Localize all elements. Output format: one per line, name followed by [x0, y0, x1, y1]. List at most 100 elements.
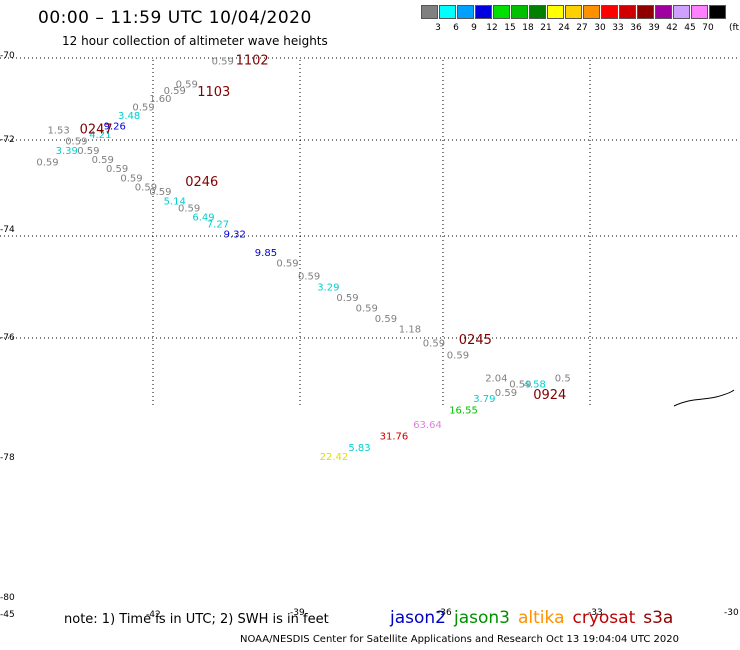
wave-height-point: 3.79 — [473, 394, 495, 405]
wave-height-point: 0.59 — [336, 293, 358, 304]
satellite-s3a: s3a — [643, 608, 674, 628]
scale-swatch — [583, 5, 600, 19]
latitude-label: -72 — [0, 135, 15, 145]
wave-height-point: 0.59 — [176, 80, 198, 91]
data-points: 0.591.533.390.590.594.219.263.480.591.60… — [36, 56, 570, 462]
wave-height-point: 0.59 — [149, 187, 171, 198]
latitude-label: -70 — [0, 51, 15, 61]
scale-swatch — [655, 5, 672, 19]
time-label: 1103 — [197, 85, 230, 100]
wave-height-point: 1.18 — [399, 325, 421, 336]
wave-height-point: 9.26 — [104, 122, 126, 133]
wave-height-point: 5.83 — [348, 443, 370, 454]
scale-label: 36 — [630, 23, 642, 33]
wave-height-point: 5.14 — [164, 196, 186, 207]
scale-swatch — [493, 5, 510, 19]
note-text: note: 1) Time is in UTC; 2) SWH is in fe… — [64, 612, 329, 627]
scale-label: 42 — [666, 23, 678, 33]
satellite-jason2: jason2 — [390, 608, 446, 628]
scale-swatch — [601, 5, 618, 19]
wave-height-point: 6.49 — [192, 213, 214, 224]
wave-height-point: 0.59 — [77, 146, 99, 157]
scale-label: 9 — [471, 23, 477, 33]
wave-height-point: 0.59 — [132, 103, 154, 114]
wave-height-point: 9.32 — [224, 229, 246, 240]
wave-height-point: 0.59 — [92, 155, 114, 166]
scale-label: 27 — [576, 23, 588, 33]
wave-height-point: 0.59 — [509, 379, 531, 390]
longitude-label: -33 — [588, 608, 603, 618]
wave-height-point: 4.58 — [524, 379, 546, 390]
grid-lines — [0, 57, 740, 405]
wave-height-point: 0.59 — [375, 314, 397, 325]
wave-height-point: 0.59 — [423, 339, 445, 350]
scale-label: 24 — [558, 23, 570, 33]
wave-height-point: 0.59 — [447, 350, 469, 361]
scale-label: 70 — [702, 23, 714, 33]
wave-height-point: 0.59 — [356, 304, 378, 315]
scale-label: 3 — [435, 23, 441, 33]
wave-height-point: 3.39 — [56, 146, 78, 157]
scale-swatch — [619, 5, 636, 19]
scale-swatch — [439, 5, 456, 19]
footer-credit: NOAA/NESDIS Center for Satellite Applica… — [240, 634, 679, 645]
wave-height-point: 0.59 — [212, 56, 234, 67]
scale-label: 33 — [612, 23, 624, 33]
wave-height-point: 63.64 — [413, 420, 442, 431]
scale-swatch — [421, 5, 438, 19]
satellite-cryosat: cryosat — [572, 608, 636, 628]
wave-height-point: 0.59 — [120, 173, 142, 184]
wave-height-point: 0.59 — [178, 203, 200, 214]
wave-height-point: 2.04 — [485, 374, 507, 385]
scale-swatch — [565, 5, 582, 19]
page-title: 00:00 – 11:59 UTC 10/04/2020 — [38, 8, 312, 28]
scale-label: 18 — [522, 23, 534, 33]
wave-height-point: 16.55 — [449, 405, 478, 416]
wave-height-point: 0.59 — [495, 388, 517, 399]
wave-height-point: 1.60 — [149, 94, 171, 105]
scale-label: 45 — [684, 23, 696, 33]
latitude-label: -78 — [0, 453, 15, 463]
scale-label: 12 — [486, 23, 498, 33]
wave-height-point: 4.21 — [89, 130, 111, 141]
longitude-label: -30 — [724, 608, 739, 618]
satellite-jason3: jason3 — [454, 608, 510, 628]
wave-height-point: 0.5 — [555, 374, 571, 385]
time-label: 0924 — [533, 388, 566, 403]
scale-label: 30 — [594, 23, 606, 33]
wave-height-point: 9.85 — [255, 248, 277, 259]
time-label: 1102 — [236, 53, 269, 68]
wave-height-point: 31.76 — [380, 432, 409, 443]
scale-swatch — [457, 5, 474, 19]
latitude-label: -80 — [0, 593, 15, 603]
scale-label: 6 — [453, 23, 459, 33]
scale-swatch — [673, 5, 690, 19]
scale-swatch — [637, 5, 654, 19]
scale-swatch — [547, 5, 564, 19]
wave-height-point: 1.53 — [47, 126, 69, 137]
scale-label: 21 — [540, 23, 552, 33]
wave-height-point: 22.42 — [320, 452, 349, 463]
coastline — [673, 389, 735, 407]
satellite-altika: altika — [518, 608, 565, 628]
scale-swatch — [529, 5, 546, 19]
time-label: 0246 — [185, 175, 218, 190]
scale-unit: (ft) — [729, 23, 740, 33]
wave-height-point: 7.27 — [207, 219, 229, 230]
wave-height-point: 0.59 — [36, 157, 58, 168]
scale-swatch — [475, 5, 492, 19]
satellite-legend: jason2 jason3 altika cryosat s3a — [390, 608, 681, 628]
time-labels: 1102 1103 0247 0246 0245 0924 — [80, 53, 567, 403]
scale-label: 39 — [648, 23, 660, 33]
coastline-segment — [673, 389, 735, 407]
page-subtitle: 12 hour collection of altimeter wave hei… — [62, 34, 328, 48]
wave-height-point: 3.48 — [118, 111, 140, 122]
scale-label: 15 — [504, 23, 516, 33]
latitude-label: -76 — [0, 333, 15, 343]
longitude-label: -45 — [0, 610, 15, 620]
scale-swatch — [709, 5, 726, 19]
latitude-label: -74 — [0, 225, 15, 235]
longitude-label: -42 — [146, 610, 161, 620]
wave-height-point: 3.29 — [317, 282, 339, 293]
